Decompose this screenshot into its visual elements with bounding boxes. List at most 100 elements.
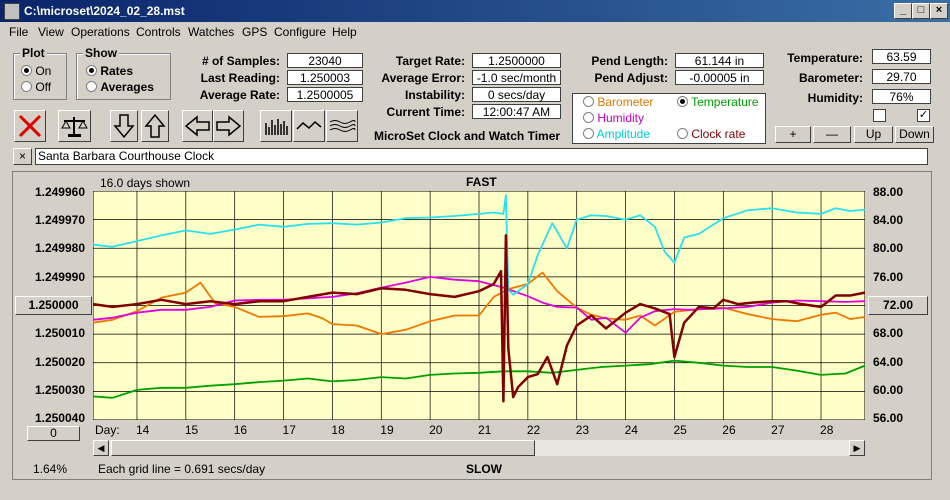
scroll-right-icon[interactable]: ▶ (849, 440, 865, 456)
multi-wave-button[interactable] (326, 110, 358, 142)
right-axis-tick: 64.00 (873, 355, 904, 369)
menu-help[interactable]: Help (332, 25, 357, 39)
day-tick-label: 24 (624, 423, 638, 437)
right-axis-tick: 60.00 (873, 383, 904, 397)
right-axis-tick: 76.00 (873, 270, 904, 284)
scale-up-button[interactable]: Up (854, 126, 893, 143)
right-center-button[interactable]: 72.00 (868, 296, 928, 315)
radio-icon (583, 128, 594, 139)
aux-options-box: Barometer Temperature Humidity Clock rat… (572, 93, 766, 144)
maximize-button[interactable]: □ (912, 3, 930, 19)
minimize-button[interactable]: _ (894, 3, 912, 19)
fast-label: FAST (466, 175, 497, 189)
up-button[interactable] (141, 110, 169, 142)
bar-graph-button[interactable] (260, 110, 292, 142)
aux-temperature-radio[interactable]: Temperature (677, 95, 759, 110)
show-group-title: Show (83, 46, 119, 60)
clear-button[interactable] (14, 110, 46, 142)
show-averages-label: Averages (100, 80, 154, 94)
wave-button[interactable] (293, 110, 325, 142)
clock-name-input[interactable]: Santa Barbara Courthouse Clock (35, 148, 928, 165)
left-axis-tick: 1.249990 (34, 270, 85, 284)
average-error-label: Average Error: (381, 71, 465, 85)
average-rate-field: 1.2500005 (287, 87, 363, 102)
aux-amplitude-radio[interactable]: Amplitude (583, 127, 650, 142)
balance-button[interactable] (58, 110, 91, 142)
radio-icon (21, 81, 32, 92)
day-tick-label: 23 (575, 423, 590, 437)
radio-icon (86, 65, 97, 76)
wave-icon (296, 120, 322, 130)
show-averages-radio[interactable]: Averages (86, 80, 154, 95)
left-axis-tick: 1.250020 (34, 355, 85, 369)
series-amplitude (93, 194, 865, 296)
left-axis-tick: 1.250010 (34, 326, 85, 340)
aux-humidity-label: Humidity (597, 111, 645, 125)
plot-off-radio[interactable]: Off (21, 80, 51, 95)
checkbox-2[interactable]: ✓ (917, 109, 930, 122)
day-tick-label: 14 (135, 423, 150, 437)
left-axis-tick: 1.249980 (34, 241, 85, 255)
left-axis-tick: 1.249970 (34, 213, 85, 227)
menu-configure[interactable]: Configure (274, 25, 327, 39)
right-button[interactable] (213, 110, 244, 142)
menu-operations[interactable]: Operations (71, 25, 130, 39)
rate-chart (93, 191, 865, 420)
target-rate-field[interactable]: 1.2500000 (472, 53, 561, 68)
last-reading-field: 1.250003 (287, 70, 363, 85)
scroll-thumb[interactable] (111, 440, 535, 456)
aux-humidity-radio[interactable]: Humidity (583, 111, 645, 126)
aux-barometer-radio[interactable]: Barometer (583, 95, 653, 110)
right-axis-tick: 68.00 (873, 326, 904, 340)
temperature-field: 63.59 (872, 49, 931, 64)
pend-length-field[interactable]: 61.144 in (675, 53, 764, 68)
plot-group: Plot (13, 46, 67, 100)
horizontal-scrollbar[interactable]: ◀ ▶ (93, 440, 865, 456)
series-temperature (93, 359, 865, 399)
day-tick-label: 27 (771, 423, 785, 437)
aux-temperature-label: Temperature (691, 95, 759, 109)
series-clock-rate (93, 234, 865, 403)
scale-down-button[interactable]: Down (895, 126, 934, 143)
day-tick-label: 16 (233, 423, 248, 437)
zero-button[interactable]: 0 (27, 426, 80, 441)
plot-on-radio[interactable]: On (21, 64, 51, 79)
slow-label: SLOW (466, 462, 502, 476)
menu-watches[interactable]: Watches (188, 25, 235, 39)
barometer-field: 29.70 (872, 69, 931, 84)
left-axis-tick: 1.250030 (34, 383, 85, 397)
show-rates-radio[interactable]: Rates (86, 64, 133, 79)
temperature-label: Temperature: (787, 51, 863, 65)
down-button[interactable] (110, 110, 138, 142)
scroll-left-icon[interactable]: ◀ (93, 440, 109, 456)
left-axis-tick: 1.249960 (34, 185, 85, 199)
scale-plus-button[interactable]: + (775, 126, 811, 143)
aux-clock-rate-radio[interactable]: Clock rate (677, 127, 745, 142)
average-error-field: -1.0 sec/month (472, 70, 561, 85)
humidity-field: 76% (872, 89, 931, 104)
app-caption: MicroSet Clock and Watch Timer (374, 129, 561, 143)
menu-bar: File View Operations Controls Watches GP… (0, 22, 950, 42)
left-axis-tick: 1.250040 (34, 411, 85, 425)
pend-adjust-label: Pend Adjust: (594, 71, 668, 85)
last-reading-label: Last Reading: (200, 71, 280, 85)
clear-name-button[interactable]: × (13, 148, 32, 165)
samples-field: 23040 (287, 53, 363, 68)
checkbox-1[interactable] (873, 109, 886, 122)
menu-controls[interactable]: Controls (136, 25, 181, 39)
menu-file[interactable]: File (9, 25, 29, 39)
title-bar: C:\microset\2024_02_28.mst _ □ × (0, 0, 950, 22)
current-time-label: Current Time: (386, 105, 465, 119)
scale-minus-button[interactable]: — (813, 126, 851, 143)
menu-gps[interactable]: GPS (242, 25, 268, 39)
close-button[interactable]: × (930, 3, 948, 19)
window-title: C:\microset\2024_02_28.mst (24, 4, 185, 18)
bar-graph-icon (265, 119, 288, 135)
day-tick-label: 22 (526, 423, 541, 437)
menu-view[interactable]: View (38, 25, 64, 39)
left-button[interactable] (182, 110, 213, 142)
grid-note: Each grid line = 0.691 secs/day (98, 462, 266, 476)
multi-wave-icon (329, 120, 356, 132)
day-tick-label: 18 (331, 423, 345, 437)
left-center-button[interactable]: 1.250000 (15, 296, 92, 315)
